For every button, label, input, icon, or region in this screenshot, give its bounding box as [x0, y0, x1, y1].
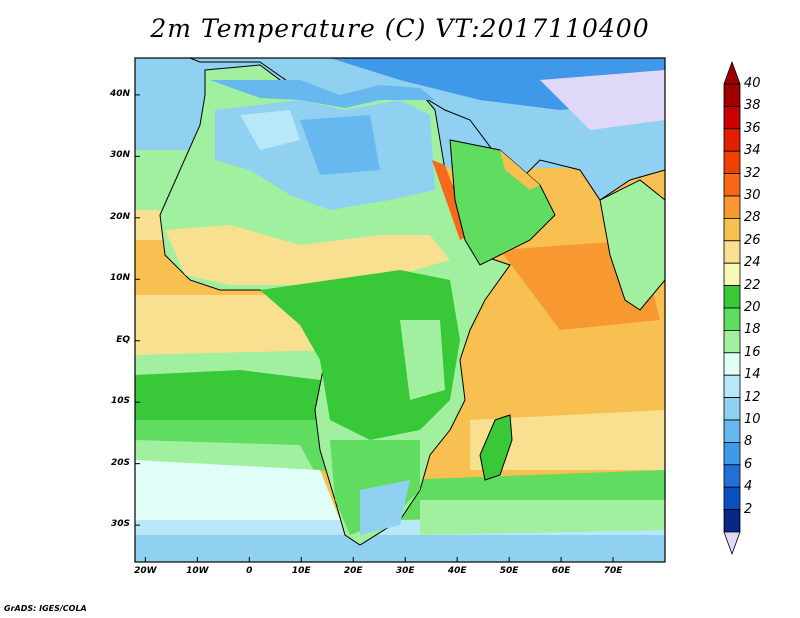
lat-label: 10S [110, 396, 130, 407]
lon-label: 10E [291, 566, 311, 576]
colorbar-swatch [723, 128, 741, 152]
colorbar-swatch [723, 106, 741, 130]
colorbar-label: 12 [744, 389, 761, 405]
colorbar-swatch [723, 352, 741, 376]
colorbar-swatch [723, 150, 741, 174]
mediterranean-sea [210, 80, 435, 108]
colorbar-swatch [723, 83, 741, 107]
lon-label: 30E [395, 566, 415, 576]
lon-label: 20W [134, 566, 157, 576]
colorbar-swatch [723, 509, 741, 533]
colorbar-label: 32 [744, 165, 761, 181]
colorbar-label: 16 [744, 344, 761, 360]
colorbar-swatch [723, 307, 741, 331]
colorbar-swatch [723, 195, 741, 219]
colorbar-label: 18 [744, 322, 761, 338]
colorbar-label: 22 [744, 277, 761, 293]
lon-label: 10W [186, 566, 209, 576]
colorbar-label: 10 [744, 412, 761, 427]
credit-text: GrADS: IGES/COLA [4, 604, 87, 613]
colorbar-label: 30 [744, 188, 761, 203]
colorbar-label: 36 [744, 120, 761, 136]
indian-ocean-band [420, 500, 665, 535]
land-region [400, 320, 445, 400]
indian-ocean-band [470, 410, 665, 470]
colorbar-swatch [723, 240, 741, 264]
colorbar-label: 20 [744, 300, 761, 315]
lon-label: 20E [343, 566, 363, 576]
colorbar-label: 34 [744, 143, 761, 159]
colorbar-swatch [723, 441, 741, 466]
lat-label: 30N [109, 150, 130, 161]
land-region [360, 480, 410, 535]
colorbar-swatch [723, 329, 741, 354]
colorbar-label: 6 [744, 456, 753, 472]
colorbar-label: 24 [744, 255, 761, 271]
colorbar-swatch [723, 285, 741, 309]
lon-label: 0 [246, 566, 253, 576]
colorbar-swatch [723, 173, 741, 197]
land-region [300, 115, 380, 175]
map-title: 2m Temperature (C) VT:2017110400 [150, 14, 650, 43]
colorbar-swatch [723, 217, 741, 242]
colorbar-swatch [723, 262, 741, 287]
lon-label: 40E [447, 566, 467, 576]
colorbar-label: 40 [744, 76, 761, 91]
south-atlantic-cold-band [135, 460, 340, 525]
colorbar-under-arrow [723, 531, 741, 556]
plot-frame [134, 57, 666, 563]
colorbar-label: 14 [744, 367, 761, 383]
lon-label: 50E [499, 566, 519, 576]
india-landmass [599, 179, 665, 311]
madagascar [479, 414, 513, 481]
colorbar-swatch [723, 374, 741, 399]
colorbar [723, 60, 741, 556]
persian-gulf-warm [500, 150, 540, 190]
land-region [240, 110, 300, 150]
colorbar-label: 8 [744, 434, 753, 450]
colorbar-label: 28 [744, 210, 761, 226]
land-region [540, 70, 665, 130]
lon-label: 60E [551, 566, 571, 576]
colorbar-swatch [723, 486, 741, 511]
colorbar-label: 38 [744, 98, 761, 114]
colorbar-label: 2 [744, 501, 753, 517]
lat-label: 30S [110, 519, 130, 530]
lat-label: 20N [109, 211, 130, 222]
axis-ticks [135, 94, 614, 562]
lat-label: EQ [116, 334, 130, 345]
colorbar-swatch [723, 419, 741, 443]
colorbar-label: 26 [744, 232, 761, 248]
colorbar-swatch [723, 464, 741, 488]
lat-label: 40N [109, 88, 130, 99]
lat-label: 20S [110, 457, 130, 468]
sahel-warm-band [165, 225, 450, 285]
colorbar-swatch [723, 397, 741, 421]
lat-label: 10N [109, 273, 130, 284]
lon-label: 70E [603, 566, 623, 576]
colorbar-over-arrow [723, 60, 741, 85]
colorbar-label: 4 [744, 479, 753, 495]
map-plot-area [135, 58, 665, 562]
southern-ocean-band [135, 535, 665, 562]
